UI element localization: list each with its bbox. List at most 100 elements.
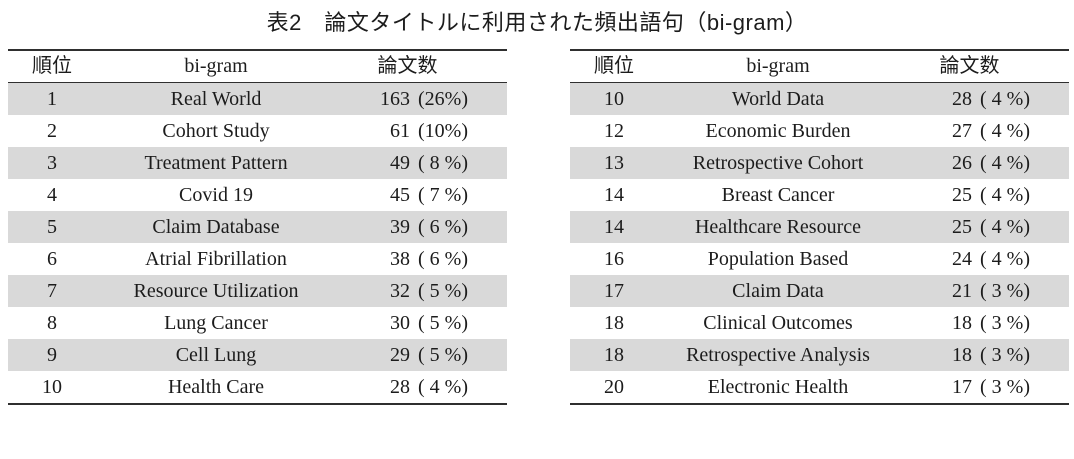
bigram-cell: Resource Utilization xyxy=(133,280,299,302)
tables-container: 順位 bi-gram 論文数 1 Real World 163 (26%) 2 Cohor… xyxy=(6,49,1069,405)
rank-cell: 8 xyxy=(47,312,57,334)
bigram-cell: Claim Database xyxy=(152,216,280,238)
paper-percent: ( 4 %) xyxy=(980,152,1030,174)
paper-count: 28 xyxy=(952,88,972,110)
rank-cell: 5 xyxy=(47,216,57,238)
paper-percent: ( 5 %) xyxy=(418,312,468,334)
count-cell: 27 ( 4 %) xyxy=(898,115,1069,147)
rank-cell: 1 xyxy=(47,88,57,110)
table-row: 5 Claim Database 39 ( 6 %) xyxy=(8,211,507,243)
bigram-cell: Claim Data xyxy=(732,280,824,302)
paper-percent: ( 3 %) xyxy=(980,376,1030,398)
rank-cell: 7 xyxy=(47,280,57,302)
paper-percent: (10%) xyxy=(418,120,468,142)
table-row: 1 Real World 163 (26%) xyxy=(8,82,507,116)
table-row: 16 Population Based 24 ( 4 %) xyxy=(570,243,1069,275)
count-cell: 163 (26%) xyxy=(336,83,507,116)
table-row: 7 Resource Utilization 32 ( 5 %) xyxy=(8,275,507,307)
rank-cell: 14 xyxy=(604,216,624,238)
bigram-cell: Healthcare Resource xyxy=(694,216,861,238)
rank-cell: 10 xyxy=(42,376,62,398)
bigram-cell: Real World xyxy=(170,88,262,110)
count-cell: 61 (10%) xyxy=(336,115,507,147)
paper-count: 17 xyxy=(952,376,972,398)
rank-cell: 16 xyxy=(604,248,624,270)
rank-cell: 4 xyxy=(47,184,57,206)
rank-cell: 2 xyxy=(47,120,57,142)
bigram-cell: Retrospective Cohort xyxy=(692,152,864,174)
table-row: 10 Health Care 28 ( 4 %) xyxy=(8,371,507,404)
header-row: 順位 bi-gram 論文数 xyxy=(570,50,1069,83)
paper-percent: ( 3 %) xyxy=(980,344,1030,366)
table-row: 14 Healthcare Resource 25 ( 4 %) xyxy=(570,211,1069,243)
count-cell: 45 ( 7 %) xyxy=(336,179,507,211)
paper-count: 18 xyxy=(952,312,972,334)
col-header-bigram: bi-gram xyxy=(96,50,336,83)
count-cell: 49 ( 8 %) xyxy=(336,147,507,179)
bigram-cell: Clinical Outcomes xyxy=(703,312,853,334)
bigram-cell: Treatment Pattern xyxy=(144,152,288,174)
paper-percent: ( 7 %) xyxy=(418,184,468,206)
rank-cell: 13 xyxy=(604,152,624,174)
bigram-table-ranks-1-10: 順位 bi-gram 論文数 1 Real World 163 (26%) 2 Cohor… xyxy=(8,49,507,405)
paper-count: 163 xyxy=(380,88,410,110)
paper-percent: ( 4 %) xyxy=(980,184,1030,206)
count-cell: 25 ( 4 %) xyxy=(898,179,1069,211)
bigram-cell: Health Care xyxy=(167,376,265,398)
paper-percent: ( 4 %) xyxy=(980,216,1030,238)
table-row: 18 Retrospective Analysis 18 ( 3 %) xyxy=(570,339,1069,371)
paper-count: 26 xyxy=(952,152,972,174)
bigram-cell: Population Based xyxy=(707,248,849,270)
bigram-cell: World Data xyxy=(731,88,825,110)
count-cell: 17 ( 3 %) xyxy=(898,371,1069,404)
col-header-count: 論文数 xyxy=(336,50,507,83)
paper-count: 39 xyxy=(390,216,410,238)
table-row: 12 Economic Burden 27 ( 4 %) xyxy=(570,115,1069,147)
count-cell: 38 ( 6 %) xyxy=(336,243,507,275)
table-row: 2 Cohort Study 61 (10%) xyxy=(8,115,507,147)
count-cell: 32 ( 5 %) xyxy=(336,275,507,307)
col-header-count: 論文数 xyxy=(898,50,1069,83)
paper-count: 49 xyxy=(390,152,410,174)
paper-count: 45 xyxy=(390,184,410,206)
bigram-cell: Atrial Fibrillation xyxy=(145,248,287,270)
table-body-right: 10 World Data 28 ( 4 %) 12 Economic Burden 27 (… xyxy=(570,82,1069,405)
col-header-rank: 順位 xyxy=(8,50,96,83)
count-cell: 18 ( 3 %) xyxy=(898,339,1069,371)
bigram-table-ranks-10-20: 順位 bi-gram 論文数 10 World Data 28 ( 4 %) 12 Eco… xyxy=(570,49,1069,405)
paper-percent: ( 4 %) xyxy=(980,88,1030,110)
count-cell: 28 ( 4 %) xyxy=(898,83,1069,116)
count-cell: 30 ( 5 %) xyxy=(336,307,507,339)
bigram-cell: Cell Lung xyxy=(175,344,257,366)
rank-cell: 12 xyxy=(604,120,624,142)
table-body-left: 1 Real World 163 (26%) 2 Cohort Study 61 (10%) 3… xyxy=(8,82,507,405)
table-row: 8 Lung Cancer 30 ( 5 %) xyxy=(8,307,507,339)
table-row: 14 Breast Cancer 25 ( 4 %) xyxy=(570,179,1069,211)
paper-percent: ( 4 %) xyxy=(980,120,1030,142)
rank-cell: 18 xyxy=(604,312,624,334)
bigram-cell: Covid 19 xyxy=(179,184,253,206)
paper-count: 61 xyxy=(390,120,410,142)
paper-count: 18 xyxy=(952,344,972,366)
table-caption: 表2 論文タイトルに利用された頻出語句（bi-gram） xyxy=(266,10,808,35)
bigram-cell: Lung Cancer xyxy=(164,312,268,334)
table-row: 18 Clinical Outcomes 18 ( 3 %) xyxy=(570,307,1069,339)
paper-percent: ( 8 %) xyxy=(418,152,468,174)
table-row: 9 Cell Lung 29 ( 5 %) xyxy=(8,339,507,371)
paper-count: 24 xyxy=(952,248,972,270)
paper-count: 30 xyxy=(390,312,410,334)
paper-count: 28 xyxy=(390,376,410,398)
paper-percent: ( 3 %) xyxy=(980,312,1030,334)
rank-cell: 14 xyxy=(604,184,624,206)
rank-cell: 20 xyxy=(604,376,624,398)
count-cell: 26 ( 4 %) xyxy=(898,147,1069,179)
col-header-bigram: bi-gram xyxy=(658,50,898,83)
paper-count: 27 xyxy=(952,120,972,142)
table-row: 10 World Data 28 ( 4 %) xyxy=(570,82,1069,116)
table-row: 17 Claim Data 21 ( 3 %) xyxy=(570,275,1069,307)
bigram-cell: Breast Cancer xyxy=(721,184,835,206)
paper-count: 25 xyxy=(952,184,972,206)
col-header-rank: 順位 xyxy=(570,50,658,83)
count-cell: 25 ( 4 %) xyxy=(898,211,1069,243)
